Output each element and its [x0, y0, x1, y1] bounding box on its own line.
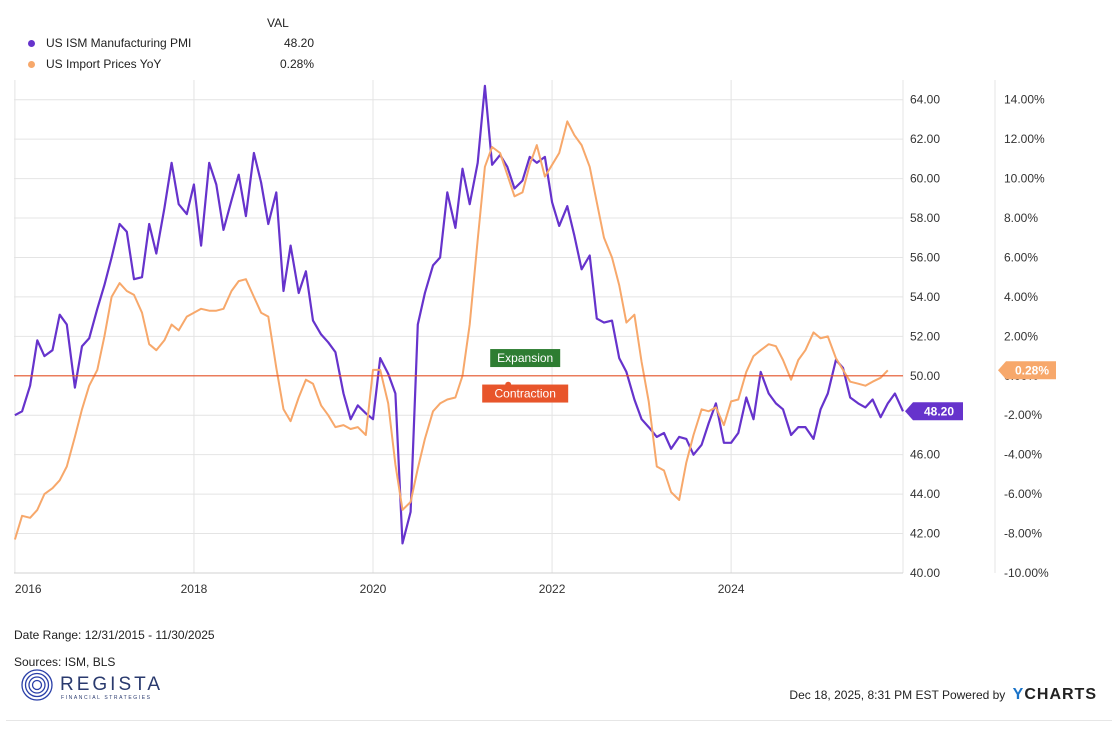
legend-value-import-prices: 0.28%	[279, 57, 314, 71]
left-axis-tick-label: 54.00	[910, 290, 940, 304]
x-axis-tick-label: 2016	[15, 582, 42, 596]
left-axis-tick-label: 44.00	[910, 487, 940, 501]
left-axis-tick-label: 58.00	[910, 211, 940, 225]
right-axis-tick-label: 4.00%	[1004, 290, 1038, 304]
regista-logo: REGISTA FINANCIAL STRATEGIES	[20, 668, 160, 707]
left-axis-tick-label: 60.00	[910, 172, 940, 186]
end-label-import-prices-text: 0.28%	[1015, 363, 1049, 377]
legend-value-pmi: 48.20	[283, 36, 314, 50]
right-axis-tick-label: 6.00%	[1004, 250, 1038, 264]
x-axis-tick-label: 2020	[360, 582, 387, 596]
left-axis-tick-label: 64.00	[910, 93, 940, 107]
x-axis-tick-label: 2018	[181, 582, 208, 596]
logo-wordmark: REGISTA	[60, 674, 160, 695]
legend-marker-pmi	[28, 40, 35, 47]
right-axis-tick-label: -6.00%	[1004, 487, 1042, 501]
right-axis-tick-label: 2.00%	[1004, 329, 1038, 343]
legend-label-pmi: US ISM Manufacturing PMI	[46, 36, 192, 50]
ycharts-logo[interactable]: YCHARTS	[1013, 686, 1097, 703]
powered-by: Dec 18, 2025, 8:31 PM EST Powered by YCH…	[789, 686, 1097, 704]
sources: Sources: ISM, BLS	[14, 655, 116, 669]
series-line-ism-pmi	[14, 84, 905, 545]
left-axis-tick-label: 56.00	[910, 250, 940, 264]
left-axis-tick-label: 42.00	[910, 527, 940, 541]
right-axis-tick-label: 10.00%	[1004, 172, 1045, 186]
regista-logo-mark: REGISTA FINANCIAL STRATEGIES	[21, 669, 160, 701]
x-axis-tick-label: 2024	[718, 582, 745, 596]
left-axis-tick-label: 40.00	[910, 566, 940, 580]
annotation-expansion-box	[490, 349, 561, 368]
timestamp: Dec 18, 2025, 8:31 PM EST Powered by	[789, 688, 1006, 702]
annotation-anchor-marker	[505, 381, 512, 388]
end-label-import-prices-tag	[998, 361, 1056, 380]
left-axis-tick-label: 62.00	[910, 132, 940, 146]
right-axis-tick-label: 12.00%	[1004, 132, 1045, 146]
right-axis-tick-label: -2.00%	[1004, 408, 1042, 422]
left-axis-tick-label: 46.00	[910, 448, 940, 462]
date-range: Date Range: 12/31/2015 - 11/30/2025	[14, 628, 215, 642]
legend-label-import-prices: US Import Prices YoY	[46, 57, 162, 71]
right-axis-tick-label: 8.00%	[1004, 211, 1038, 225]
right-axis-tick-label: -4.00%	[1004, 448, 1042, 462]
ycharts-logo-initial: Y	[1012, 686, 1025, 703]
right-axis-tick-label: 14.00%	[1004, 93, 1045, 107]
annotation-contraction-box	[482, 384, 569, 403]
end-label-pmi-text: 48.20	[924, 404, 954, 418]
series-line-import-prices	[13, 120, 889, 540]
x-axis-tick-label: 2022	[539, 582, 566, 596]
logo-tagline: FINANCIAL STRATEGIES	[61, 695, 152, 701]
ycharts-logo-text: CHARTS	[1024, 686, 1097, 703]
legend-marker-import-prices	[28, 61, 35, 68]
right-axis-tick-label: -10.00%	[1004, 566, 1049, 580]
left-axis-tick-label: 52.00	[910, 329, 940, 343]
legend-header: VAL	[267, 16, 289, 30]
right-axis-tick-label: -8.00%	[1004, 527, 1042, 541]
annotation-contraction-label: Contraction	[495, 387, 556, 401]
left-axis-tick-label: 50.00	[910, 369, 940, 383]
end-label-pmi-tag	[905, 402, 963, 421]
annotation-expansion-label: Expansion	[497, 351, 553, 365]
